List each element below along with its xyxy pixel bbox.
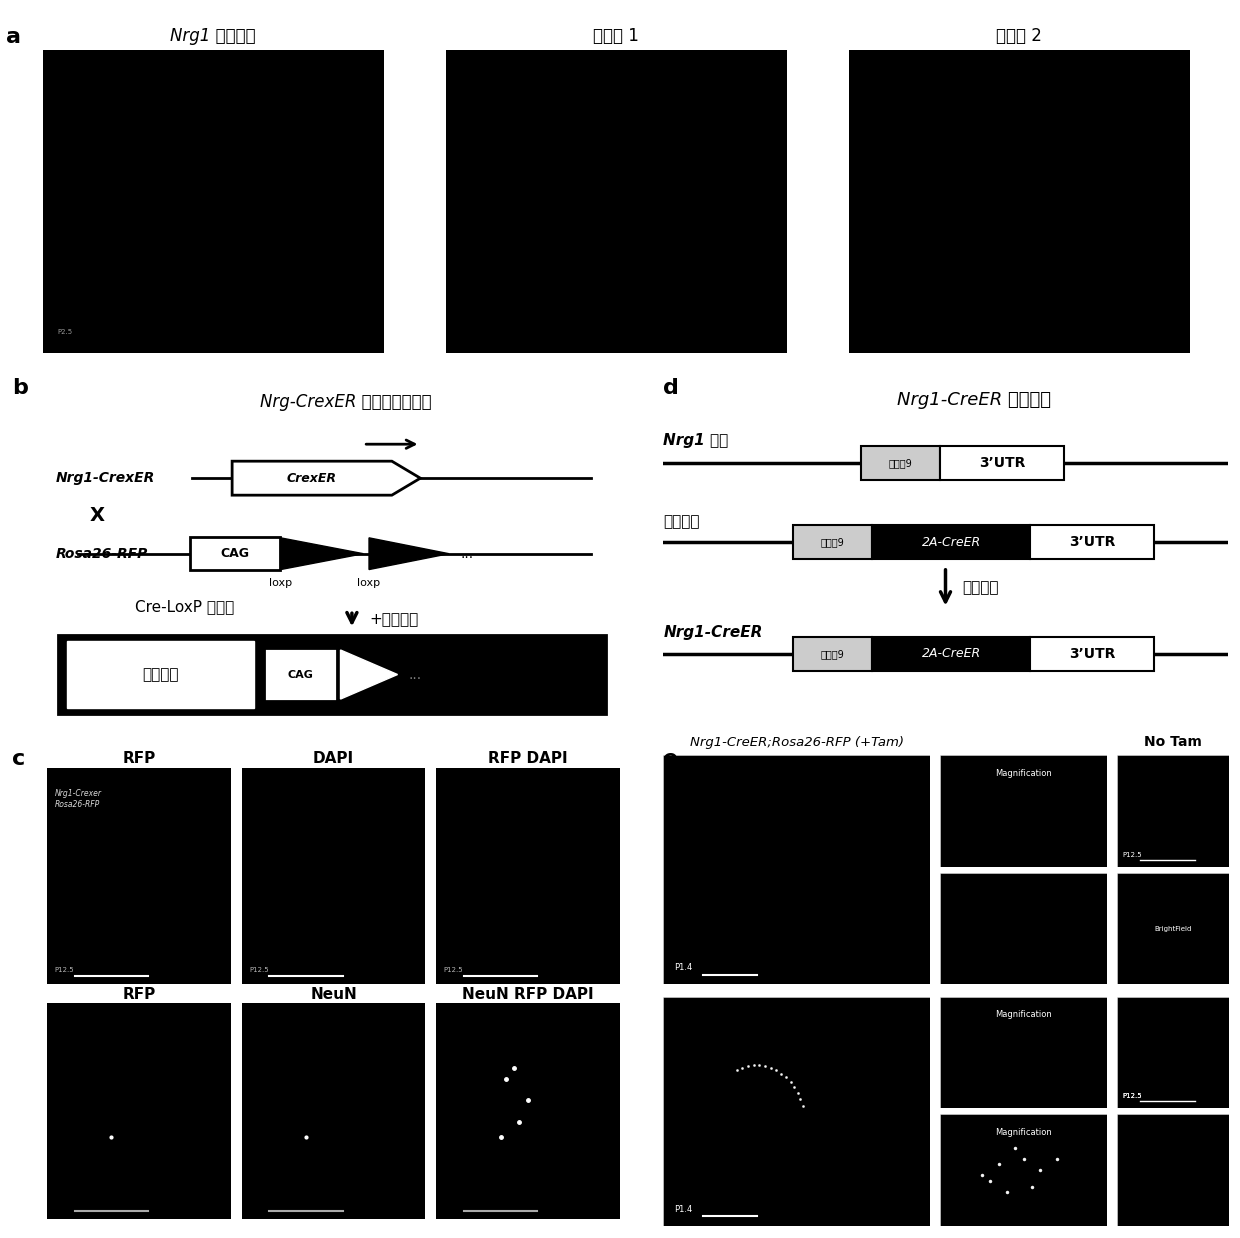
Text: ...: ... bbox=[409, 667, 422, 682]
Text: 敲入载体: 敲入载体 bbox=[663, 514, 699, 529]
Text: ...: ... bbox=[460, 547, 474, 561]
Text: Magnification: Magnification bbox=[996, 1010, 1052, 1019]
Bar bbox=[872, 636, 1030, 671]
Text: P1.4: P1.4 bbox=[675, 963, 692, 973]
Bar bbox=[861, 446, 940, 480]
Text: P2.5: P2.5 bbox=[57, 328, 72, 334]
Text: P12.5: P12.5 bbox=[1123, 1093, 1142, 1099]
FancyBboxPatch shape bbox=[264, 649, 337, 701]
Text: Nrg-CrexER 介导的谱系示踪: Nrg-CrexER 介导的谱系示踪 bbox=[260, 394, 432, 411]
Polygon shape bbox=[280, 537, 363, 569]
Polygon shape bbox=[232, 462, 420, 495]
Text: P12.5: P12.5 bbox=[444, 967, 464, 973]
Text: P12.5: P12.5 bbox=[1123, 1093, 1142, 1099]
Text: 外显子9: 外显子9 bbox=[889, 458, 913, 468]
Text: 外显子9: 外显子9 bbox=[821, 537, 844, 547]
Text: Cre-LoxP 重组后: Cre-LoxP 重组后 bbox=[135, 599, 234, 614]
Text: 3’UTR: 3’UTR bbox=[1069, 646, 1115, 661]
Text: Nrg1-Crexer
Rosa26-RFP: Nrg1-Crexer Rosa26-RFP bbox=[55, 790, 102, 808]
Text: 遗传标记: 遗传标记 bbox=[143, 667, 179, 682]
Text: Nrg1 位点: Nrg1 位点 bbox=[663, 433, 729, 448]
Text: e: e bbox=[663, 749, 678, 769]
Text: CrexER: CrexER bbox=[286, 472, 337, 485]
Polygon shape bbox=[370, 537, 449, 569]
Polygon shape bbox=[341, 650, 398, 699]
Bar bbox=[940, 446, 1064, 480]
Text: Nrg1-CreER;Rosa26-RFP (+Tam): Nrg1-CreER;Rosa26-RFP (+Tam) bbox=[689, 735, 904, 749]
Text: P12.5: P12.5 bbox=[55, 967, 74, 973]
Text: a: a bbox=[6, 27, 21, 47]
Title: RFP DAPI: RFP DAPI bbox=[489, 751, 568, 766]
Text: b: b bbox=[12, 378, 29, 397]
Text: 2A-CreER: 2A-CreER bbox=[921, 536, 981, 548]
Text: loxp: loxp bbox=[357, 578, 381, 588]
Text: 同源重组: 同源重组 bbox=[962, 581, 999, 595]
Text: +他莫苹誄: +他莫苹誄 bbox=[370, 613, 418, 628]
Text: c: c bbox=[12, 749, 26, 769]
Bar bbox=[1030, 636, 1154, 671]
FancyBboxPatch shape bbox=[67, 641, 254, 708]
Bar bbox=[872, 525, 1030, 560]
Text: Nrg1 原位杂交: Nrg1 原位杂交 bbox=[170, 27, 257, 46]
Text: CAG: CAG bbox=[288, 670, 314, 680]
Text: Magnification: Magnification bbox=[996, 769, 1052, 777]
Bar bbox=[1030, 525, 1154, 560]
Text: Nrg1-CrexER: Nrg1-CrexER bbox=[56, 472, 155, 485]
Bar bbox=[794, 636, 872, 671]
Text: P1.4: P1.4 bbox=[675, 1205, 692, 1214]
Text: X: X bbox=[89, 506, 104, 525]
Title: RFP: RFP bbox=[123, 751, 155, 766]
Text: Magnification: Magnification bbox=[996, 1128, 1052, 1136]
Text: 3’UTR: 3’UTR bbox=[978, 456, 1025, 470]
Text: Rosa26-RFP: Rosa26-RFP bbox=[56, 547, 148, 561]
Bar bbox=[794, 525, 872, 560]
Text: P12.5: P12.5 bbox=[249, 967, 269, 973]
Title: RFP: RFP bbox=[123, 987, 155, 1002]
Text: loxp: loxp bbox=[269, 578, 293, 588]
Text: d: d bbox=[663, 378, 680, 397]
Text: 外显子9: 外显子9 bbox=[821, 649, 844, 659]
Text: 放大图 1: 放大图 1 bbox=[594, 27, 639, 46]
Text: CAG: CAG bbox=[221, 547, 249, 561]
Text: P12.5: P12.5 bbox=[1123, 852, 1142, 858]
Text: BrightField: BrightField bbox=[1154, 926, 1192, 931]
Text: 放大图 2: 放大图 2 bbox=[997, 27, 1042, 46]
FancyBboxPatch shape bbox=[58, 635, 605, 714]
Title: DAPI: DAPI bbox=[312, 751, 355, 766]
Text: 3’UTR: 3’UTR bbox=[1069, 535, 1115, 550]
Title: NeuN: NeuN bbox=[310, 987, 357, 1002]
FancyBboxPatch shape bbox=[190, 537, 280, 571]
Text: 2A-CreER: 2A-CreER bbox=[921, 647, 981, 660]
Text: No Tam: No Tam bbox=[1145, 735, 1202, 749]
Text: Nrg1-CreER 敲入策略: Nrg1-CreER 敲入策略 bbox=[897, 391, 1050, 410]
Title: NeuN RFP DAPI: NeuN RFP DAPI bbox=[463, 987, 594, 1002]
Text: Nrg1-CreER: Nrg1-CreER bbox=[663, 625, 763, 640]
